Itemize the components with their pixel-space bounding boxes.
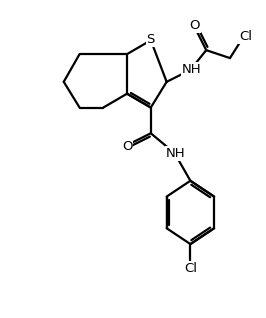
Text: S: S [147,33,155,46]
Text: NH: NH [182,64,201,76]
Text: Cl: Cl [239,30,252,43]
Text: Cl: Cl [184,262,197,275]
Text: O: O [122,140,132,153]
Text: O: O [189,19,200,32]
Text: NH: NH [166,147,186,160]
